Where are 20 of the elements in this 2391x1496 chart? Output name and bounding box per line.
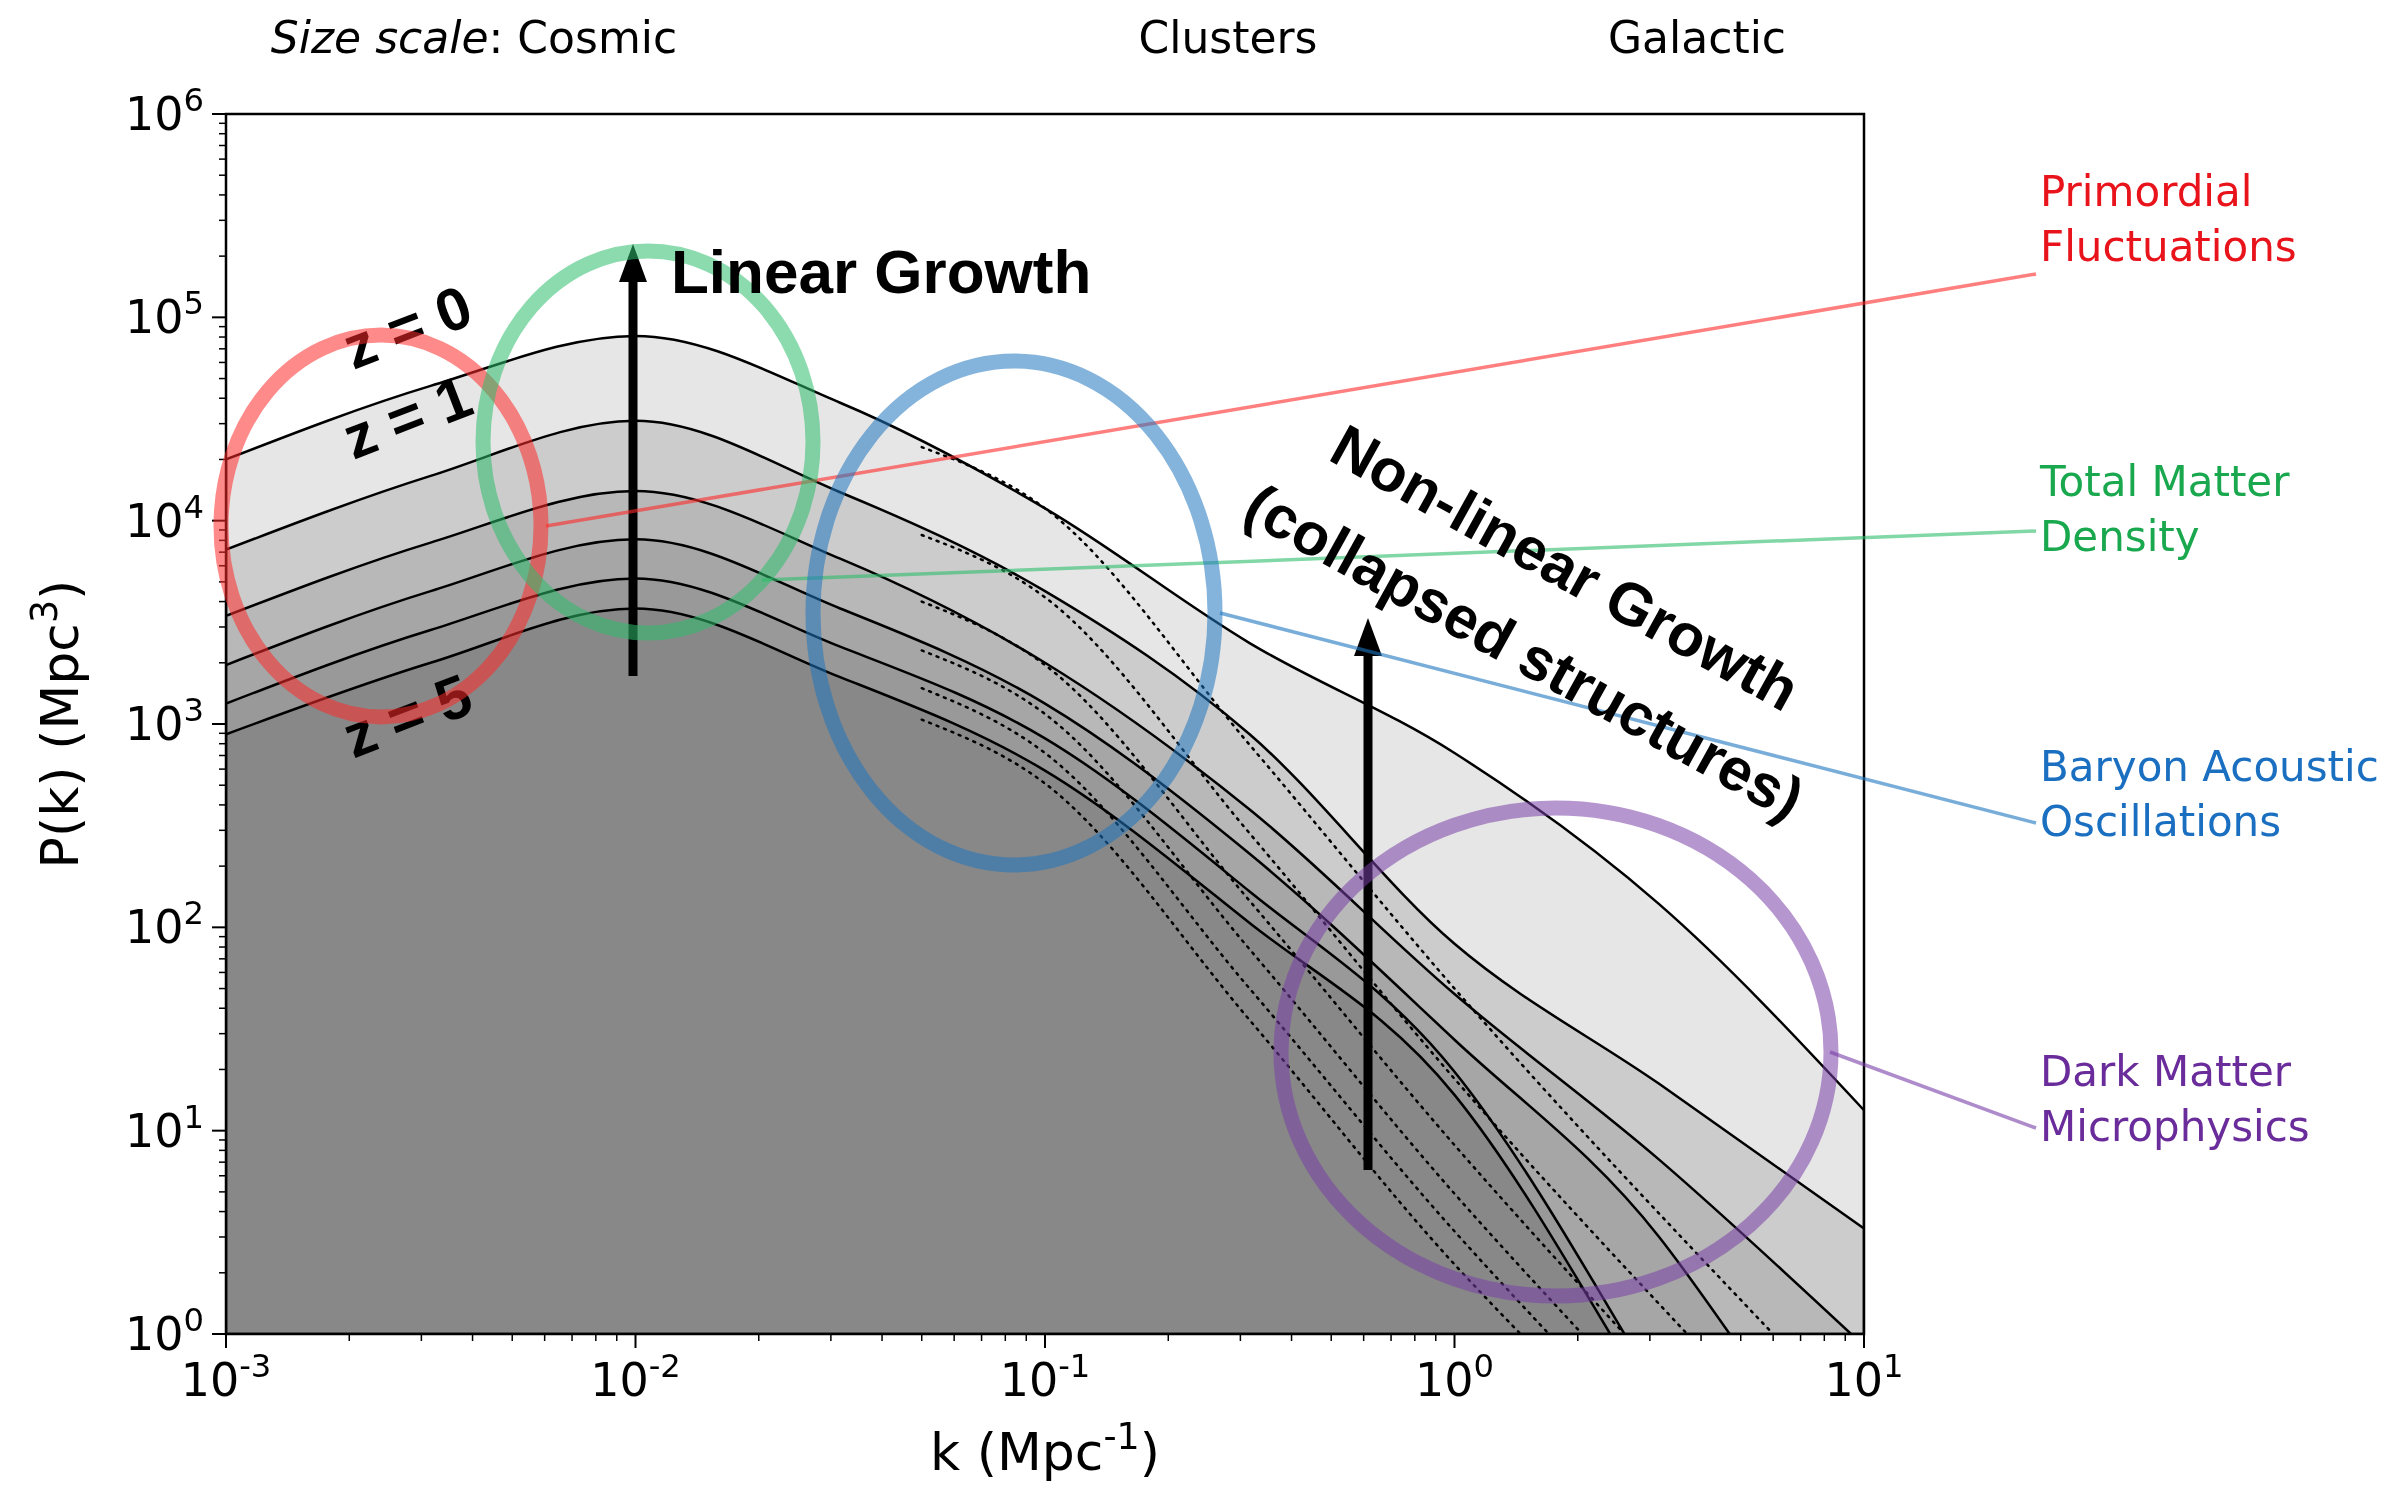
text: Dark Matter Microphysics <box>2040 1047 2310 1151</box>
y-tick-label: 10$^{6}$ <box>124 81 204 141</box>
x-axis-title: k (Mpc$^{-1}$) <box>930 1414 1160 1482</box>
text: Total Matter Density <box>2039 457 2291 561</box>
x-tick-label: 10$^{-2}$ <box>590 1347 681 1407</box>
text: Primordial Fluctuations <box>2040 167 2297 271</box>
x-tick-label: 10$^{0}$ <box>1414 1347 1495 1407</box>
text: Baryon Acoustic Oscillations <box>2040 742 2379 846</box>
text: Clusters <box>1138 12 1318 63</box>
text: Size scale: Cosmic <box>270 12 678 63</box>
x-tick-label: 10$^{-1}$ <box>999 1347 1091 1407</box>
y-tick-label: 10$^{1}$ <box>124 1097 204 1158</box>
y-tick-label: 10$^{4}$ <box>124 487 204 548</box>
y-tick-label: 10$^{5}$ <box>124 284 204 345</box>
text: Galactic <box>1607 12 1787 63</box>
series-label: z = 5 <box>333 661 481 771</box>
y-tick-label: 10$^{3}$ <box>124 691 204 751</box>
annotation: Linear Growth <box>671 237 1092 306</box>
x-tick-label: 10$^{1}$ <box>1824 1347 1904 1407</box>
y-tick-label: 10$^{2}$ <box>124 894 204 955</box>
